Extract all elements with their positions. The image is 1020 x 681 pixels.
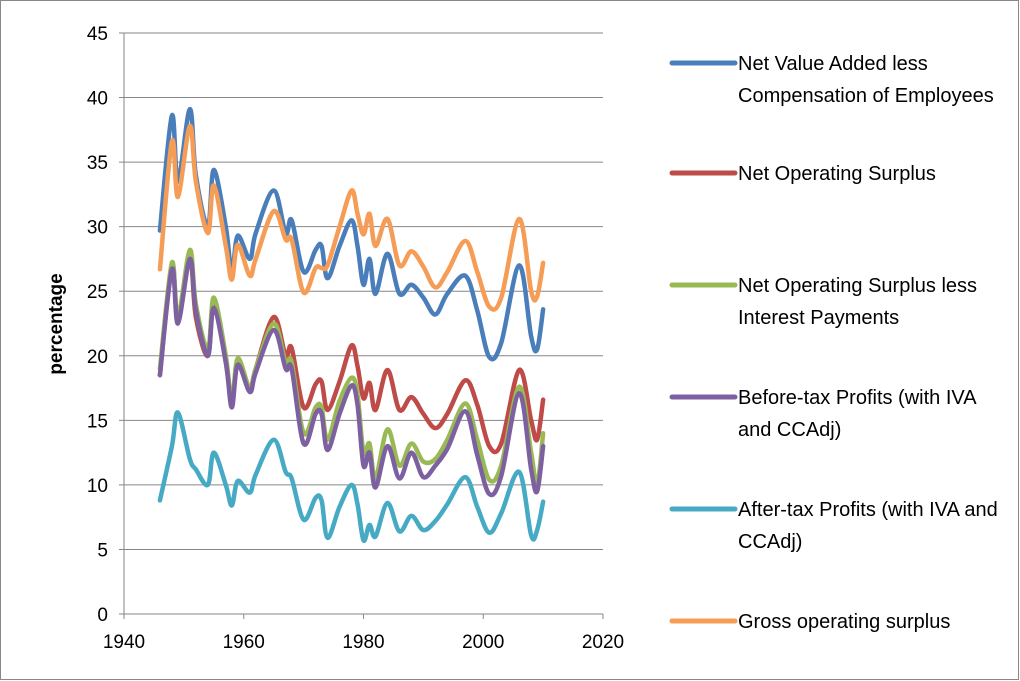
y-tick-label: 45 (87, 24, 108, 45)
legend-label: Before-tax Profits (with IVA and CCAdj) (738, 387, 976, 441)
y-tick-label: 25 (87, 282, 108, 303)
y-tick-label: 15 (87, 411, 108, 432)
series-line (157, 123, 546, 312)
y-tick-label: 40 (87, 89, 108, 110)
x-tick-label: 1980 (342, 632, 384, 653)
legend-label: After-tax Profits (with IVA and CCAdj) (738, 499, 998, 553)
series-line (157, 247, 546, 488)
series-line (157, 410, 546, 544)
y-tick-label: 10 (87, 476, 108, 497)
legend-label: Net Value Added less Compensation of Emp… (738, 53, 994, 107)
legend-label: Gross operating surplus (738, 611, 951, 633)
series-line (157, 256, 546, 498)
series-line (157, 106, 546, 362)
x-tick-label: 2020 (582, 632, 624, 653)
legend-label: Net Operating Surplus less Interest Paym… (738, 275, 978, 329)
y-tick-label: 5 (97, 540, 108, 561)
x-tick-label: 1940 (103, 632, 145, 653)
x-tick-label: 2000 (462, 632, 504, 653)
legend-label: Net Operating Surplus (738, 163, 936, 185)
y-axis-label: percentage (46, 273, 67, 374)
y-tick-label: 0 (97, 605, 108, 626)
y-tick-label: 35 (87, 153, 108, 174)
y-tick-label: 20 (87, 347, 108, 368)
y-tick-label: 30 (87, 218, 108, 239)
x-tick-label: 1960 (223, 632, 265, 653)
